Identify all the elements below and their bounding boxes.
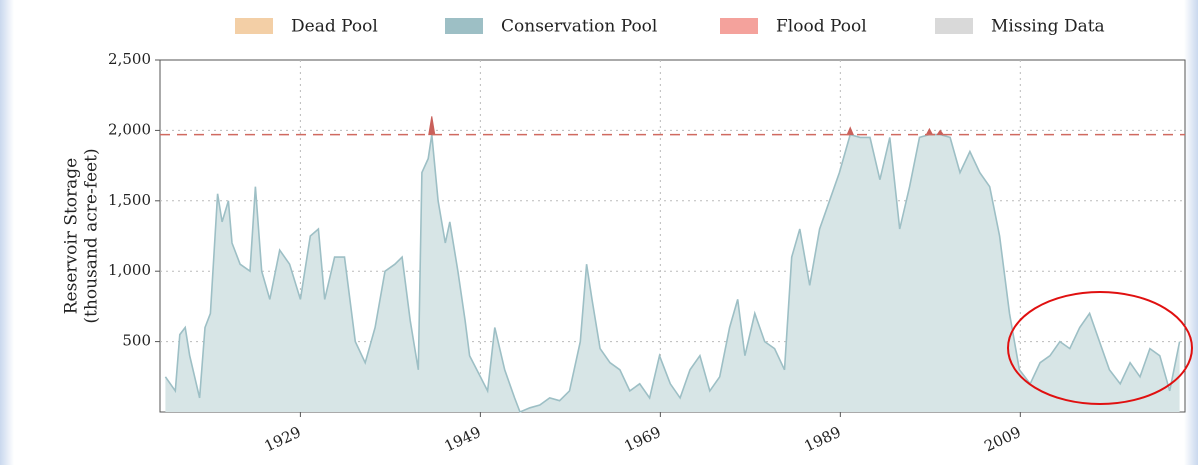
x-tick-label: 1929 bbox=[262, 423, 304, 455]
legend-swatch bbox=[935, 18, 973, 34]
x-tick-label: 2009 bbox=[981, 423, 1023, 455]
y-tick-label: 500 bbox=[122, 332, 151, 350]
legend-label: Missing Data bbox=[991, 17, 1105, 37]
legend-swatch bbox=[445, 18, 483, 34]
legend-swatch bbox=[720, 18, 758, 34]
y-tick-label: 2,000 bbox=[108, 120, 151, 138]
area-line bbox=[164, 133, 1181, 414]
legend-label: Conservation Pool bbox=[501, 17, 657, 37]
legend-label: Dead Pool bbox=[291, 17, 378, 37]
x-tick-label: 1989 bbox=[801, 423, 843, 455]
y-axis-title: Reservoir Storage bbox=[62, 158, 82, 315]
legend-label: Flood Pool bbox=[776, 17, 867, 37]
y-tick-label: 1,500 bbox=[108, 191, 151, 209]
y-tick-label: 1,000 bbox=[108, 261, 151, 279]
flood-spike bbox=[936, 129, 945, 136]
annotation-ellipse bbox=[1007, 291, 1193, 405]
x-tick-label: 1949 bbox=[442, 423, 484, 455]
y-tick-label: 2,500 bbox=[108, 50, 151, 68]
flood-spike bbox=[846, 126, 854, 136]
x-tick-label: 1969 bbox=[622, 423, 664, 455]
y-axis-title: (thousand acre-feet) bbox=[82, 148, 102, 323]
legend-swatch bbox=[235, 18, 273, 34]
flood-spike bbox=[428, 116, 436, 136]
legend: Dead Pool Conservation Pool Flood Pool Miss… bbox=[235, 17, 1105, 37]
